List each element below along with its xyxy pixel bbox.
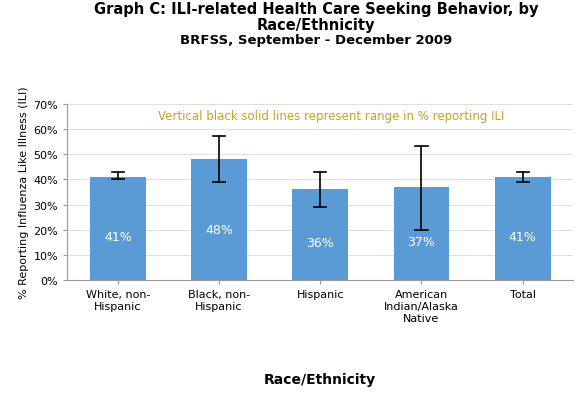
- Text: BRFSS, September - December 2009: BRFSS, September - December 2009: [180, 34, 452, 47]
- Text: 36%: 36%: [307, 236, 334, 249]
- Bar: [495, 177, 550, 281]
- Text: 41%: 41%: [104, 231, 132, 244]
- Bar: [90, 177, 146, 281]
- Text: Vertical black solid lines represent range in % reporting ILI: Vertical black solid lines represent ran…: [159, 109, 505, 123]
- Y-axis label: % Reporting Influenza Like Illness (ILI): % Reporting Influenza Like Illness (ILI): [19, 87, 29, 298]
- Bar: [394, 187, 449, 281]
- Text: 37%: 37%: [408, 235, 435, 248]
- Bar: [191, 160, 247, 281]
- Bar: [292, 190, 348, 281]
- Text: Graph C: ILI-related Health Care Seeking Behavior, by: Graph C: ILI-related Health Care Seeking…: [94, 2, 538, 17]
- Text: 48%: 48%: [205, 223, 233, 236]
- Text: Race/Ethnicity: Race/Ethnicity: [257, 18, 375, 33]
- Text: Race/Ethnicity: Race/Ethnicity: [264, 373, 376, 387]
- Text: 41%: 41%: [509, 231, 536, 244]
